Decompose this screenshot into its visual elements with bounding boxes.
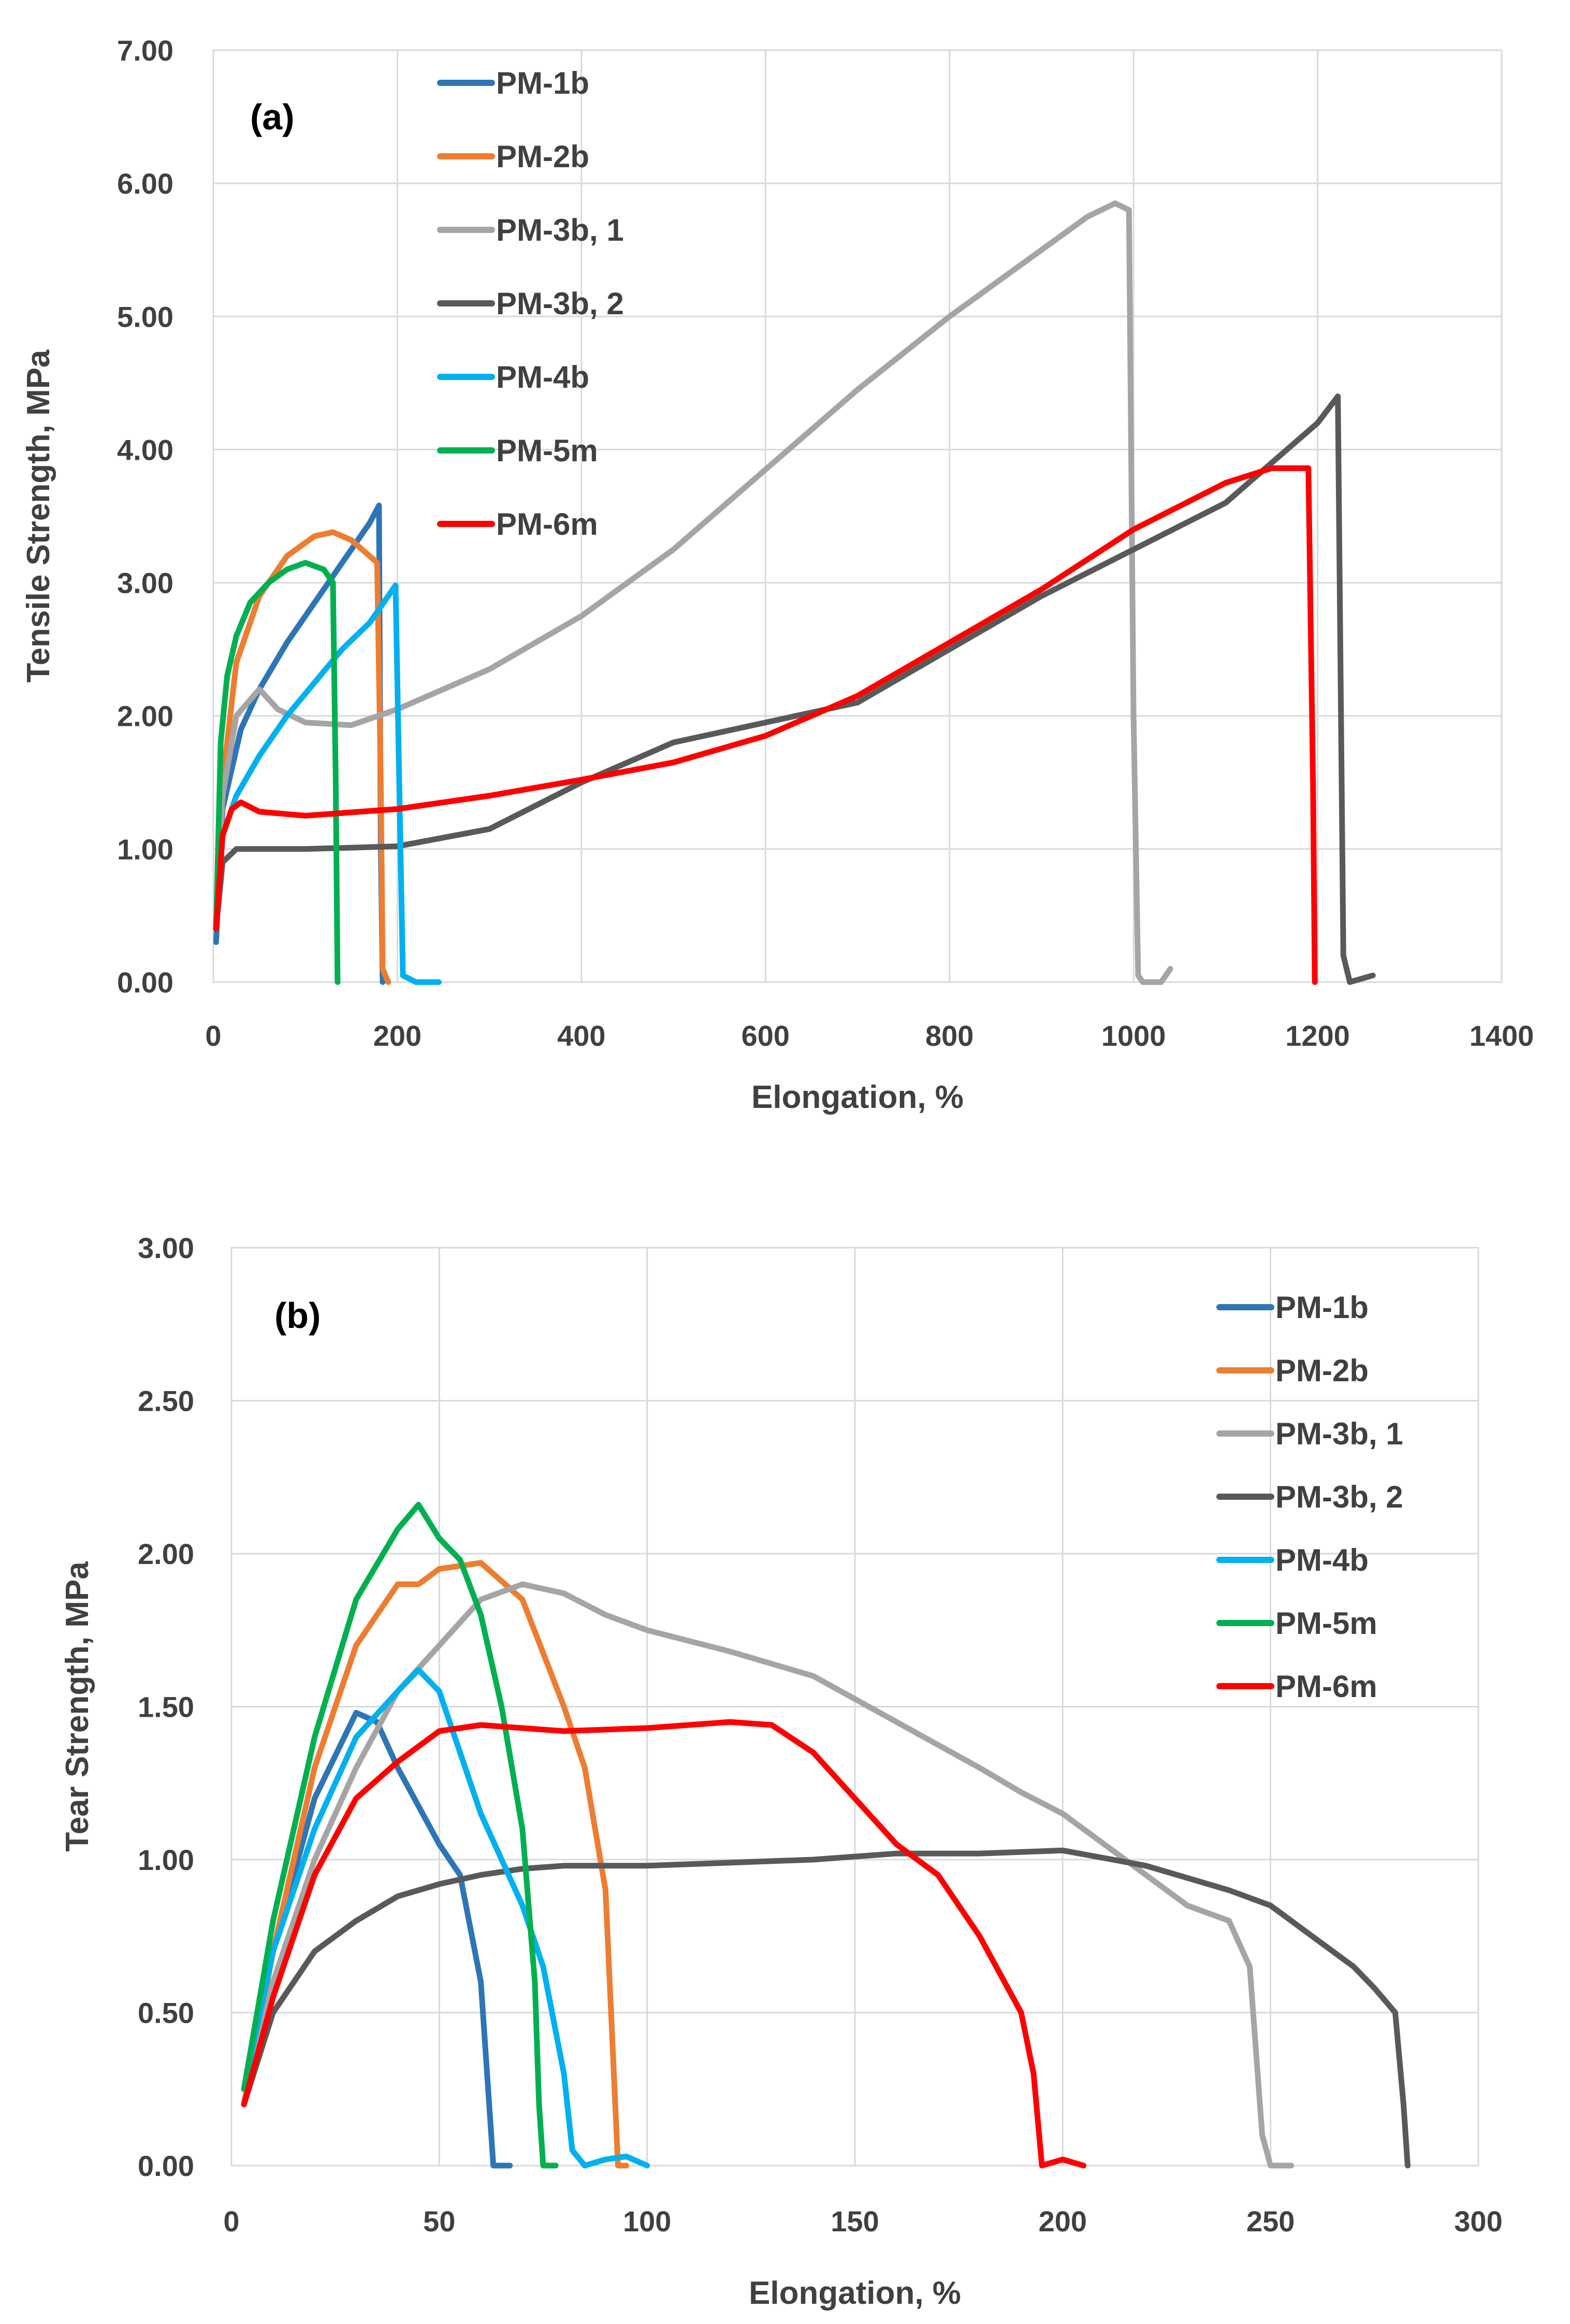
y-tick-label: 2.00: [117, 700, 173, 733]
x-tick-label: 1000: [1101, 1019, 1166, 1052]
legend-item: PM-3b, 2: [437, 286, 624, 321]
legend-label: PM-5m: [1275, 1606, 1377, 1641]
panel-b-plot-frame: [230, 1247, 1479, 2167]
x-tick-label: 1200: [1285, 1019, 1350, 1052]
legend-label: PM-1b: [496, 66, 589, 100]
y-tick-label: 3.00: [138, 1232, 194, 1264]
panel-a-y-axis-title: Tensile Strength, MPa: [21, 349, 56, 683]
legend-label: PM-3b, 1: [496, 213, 624, 247]
x-tick-label: 800: [925, 1019, 973, 1052]
x-tick-label: 400: [557, 1019, 605, 1052]
legend-label: PM-2b: [1275, 1353, 1369, 1388]
panel-b-series-lines: [241, 1501, 1411, 2169]
series-line-pm-6m: [213, 465, 1318, 985]
legend-item: PM-1b: [1216, 1290, 1369, 1325]
x-tick-label: 1400: [1470, 1019, 1534, 1052]
legend-item: PM-6m: [1216, 1669, 1377, 1704]
y-tick-label: 6.00: [117, 167, 173, 200]
panel-a-x-axis-title: Elongation, %: [751, 1079, 964, 1115]
panel-b-label: (b): [274, 1295, 321, 1336]
y-tick-label: 7.00: [117, 34, 173, 67]
x-tick-label: 200: [1039, 2205, 1087, 2238]
y-tick-label: 2.00: [138, 1538, 194, 1570]
panel-b-y-axis-title: Tear Strength, MPa: [60, 1561, 95, 1852]
series-line-pm-5m: [241, 1501, 559, 2169]
panel-b-y-tick-labels: 0.00 0.50 1.00 1.50 2.00 2.50 3.00: [138, 1232, 194, 2182]
x-tick-label: 250: [1246, 2205, 1295, 2238]
series-line-pm-3b-2: [241, 1847, 1411, 2169]
y-tick-label: 5.00: [117, 300, 173, 333]
series-line-pm-3b-1: [241, 1581, 1295, 2169]
legend-item: PM-1b: [437, 66, 589, 100]
legend-label: PM-4b: [496, 360, 589, 394]
legend-label: PM-4b: [1275, 1543, 1369, 1577]
legend-item: PM-2b: [437, 139, 589, 174]
legend-item: PM-3b, 2: [1216, 1480, 1403, 1514]
x-tick-label: 200: [373, 1019, 421, 1052]
legend-item: PM-4b: [1216, 1543, 1369, 1577]
legend-item: PM-3b, 1: [1216, 1416, 1403, 1451]
y-tick-label: 1.00: [117, 833, 173, 866]
series-line-pm-2b: [241, 1560, 629, 2169]
y-tick-label: 3.00: [117, 567, 173, 600]
legend-label: PM-5m: [496, 433, 598, 468]
x-tick-label: 300: [1454, 2205, 1502, 2238]
legend-label: PM-2b: [496, 139, 589, 174]
series-line-pm-1b: [241, 1709, 513, 2169]
panel-a-tensile-strength-chart: 0.00 1.00 2.00 3.00 4.00 5.00 6.00 7.00 0 200 400…: [21, 34, 1534, 1115]
x-tick-label: 0: [205, 1019, 221, 1052]
series-line-pm-5m: [213, 560, 341, 985]
legend-label: PM-3b, 2: [496, 286, 624, 321]
legend-item: PM-4b: [437, 360, 589, 394]
legend-label: PM-3b, 1: [1275, 1416, 1403, 1451]
y-tick-label: 0.50: [138, 1997, 194, 2029]
legend-item: PM-2b: [1216, 1353, 1369, 1388]
x-tick-label: 150: [831, 2205, 879, 2238]
series-line-pm-3b-2: [213, 393, 1376, 985]
panel-a-x-tick-labels: 0 200 400 600 800 1000 1200 1400: [205, 1019, 1534, 1052]
panel-b-tear-strength-chart: 0.00 0.50 1.00 1.50 2.00 2.50 3.00 0 50 100 150 20…: [60, 1232, 1503, 2311]
x-tick-label: 0: [223, 2205, 239, 2238]
series-line-pm-6m: [241, 1719, 1086, 2169]
series-line-pm-4b: [241, 1667, 650, 2169]
legend-label: PM-6m: [496, 507, 598, 542]
legend-item: PM-3b, 1: [437, 213, 624, 247]
legend-label: PM-6m: [1275, 1669, 1377, 1704]
panel-b-legend: PM-1b PM-2b PM-3b, 1 PM-3b, 2 PM-4b PM-5m PM-6…: [1216, 1290, 1403, 1704]
panel-a-legend: PM-1b PM-2b PM-3b, 1 PM-3b, 2 PM-4b PM-5m PM-6…: [437, 66, 624, 542]
panel-a-plot-frame: [212, 49, 1503, 983]
series-line-pm-3b-1: [213, 200, 1173, 985]
x-tick-label: 50: [423, 2205, 455, 2238]
panel-a-label: (a): [250, 97, 295, 137]
legend-item: PM-6m: [437, 507, 598, 542]
y-tick-label: 1.00: [138, 1844, 194, 1876]
panel-a-y-tick-labels: 0.00 1.00 2.00 3.00 4.00 5.00 6.00 7.00: [117, 34, 173, 999]
series-line-pm-2b: [213, 529, 391, 985]
panel-b-x-axis-title: Elongation, %: [749, 2275, 961, 2311]
y-tick-label: 1.50: [138, 1691, 194, 1723]
panel-a-series-lines: [213, 200, 1376, 985]
y-tick-label: 0.00: [138, 2150, 194, 2182]
panel-b-x-tick-labels: 0 50 100 150 200 250 300: [223, 2205, 1502, 2238]
y-tick-label: 2.50: [138, 1385, 194, 1417]
series-line-pm-4b: [213, 582, 442, 985]
y-tick-label: 4.00: [117, 433, 173, 466]
series-line-pm-1b: [213, 502, 386, 985]
legend-label: PM-1b: [1275, 1290, 1369, 1325]
legend-item: PM-5m: [437, 433, 598, 468]
y-tick-label: 0.00: [117, 966, 173, 999]
legend-label: PM-3b, 2: [1275, 1480, 1403, 1514]
x-tick-label: 100: [623, 2205, 671, 2238]
legend-item: PM-5m: [1216, 1606, 1377, 1641]
x-tick-label: 600: [742, 1019, 790, 1052]
